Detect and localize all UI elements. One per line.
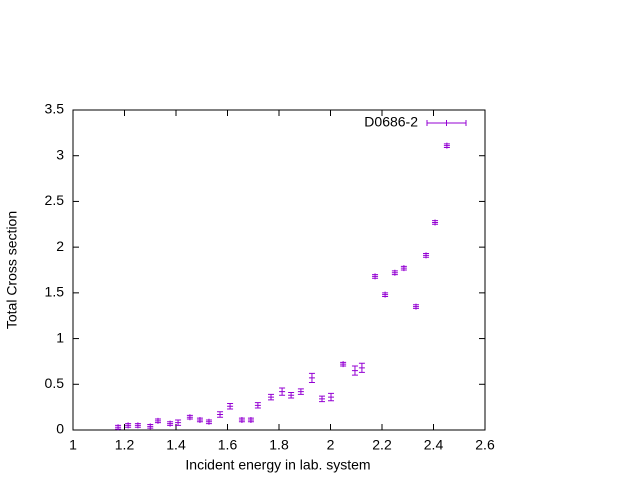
x-tick-label: 1.8 <box>269 437 289 453</box>
point-marker <box>288 392 295 399</box>
point-marker <box>186 414 193 421</box>
x-tick-label: 2.6 <box>475 437 495 453</box>
data-point <box>340 361 347 368</box>
point-marker <box>340 361 347 368</box>
x-tick-label: 1.2 <box>115 437 135 453</box>
point-marker <box>432 219 439 226</box>
data-point <box>167 420 174 427</box>
x-tick-label: 1.4 <box>166 437 186 453</box>
x-tick-label: 2 <box>327 437 335 453</box>
legend-label: D0686-2 <box>364 114 418 130</box>
data-point <box>147 423 154 430</box>
point-marker <box>238 416 245 423</box>
point-marker <box>391 269 398 276</box>
point-marker <box>372 273 379 280</box>
point-marker <box>328 392 335 402</box>
x-tick-label: 2.2 <box>372 437 392 453</box>
y-tick-label: 0.5 <box>45 375 65 391</box>
point-marker <box>443 142 450 149</box>
point-marker <box>358 362 365 373</box>
data-point <box>247 416 254 423</box>
data-point <box>382 291 389 298</box>
data-point <box>328 392 335 402</box>
data-point <box>297 388 304 395</box>
data-point <box>268 393 275 401</box>
x-tick-label: 2.4 <box>424 437 444 453</box>
y-tick-label: 0 <box>56 421 64 437</box>
data-point <box>432 219 439 226</box>
point-marker <box>147 423 154 430</box>
x-tick-label: 1.6 <box>218 437 238 453</box>
point-marker <box>205 418 212 425</box>
y-tick-label: 3.5 <box>45 101 65 117</box>
plot-border <box>72 109 486 431</box>
point-marker <box>319 395 326 403</box>
data-point <box>372 273 379 280</box>
point-marker <box>268 393 275 401</box>
point-marker <box>125 422 132 429</box>
data-point <box>154 417 161 424</box>
data-point <box>423 252 430 259</box>
point-marker <box>382 291 389 298</box>
point-marker <box>196 416 203 423</box>
data-point <box>238 416 245 423</box>
y-tick-label: 2 <box>56 238 64 254</box>
data-point <box>391 269 398 276</box>
y-tick-label: 2.5 <box>45 192 65 208</box>
point-marker <box>308 372 315 383</box>
point-marker <box>167 420 174 427</box>
data-point <box>115 424 122 431</box>
point-marker <box>351 365 358 376</box>
data-point <box>351 365 358 376</box>
data-point <box>412 303 419 310</box>
point-marker <box>217 411 224 418</box>
data-point <box>254 402 261 409</box>
data-point <box>443 142 450 149</box>
data-point <box>125 422 132 429</box>
point-marker <box>115 424 122 431</box>
data-point <box>175 419 182 426</box>
point-marker <box>412 303 419 310</box>
point-marker <box>254 402 261 409</box>
y-tick-label: 3 <box>56 146 64 162</box>
data-point <box>358 362 365 373</box>
point-marker <box>175 419 182 426</box>
point-marker <box>247 416 254 423</box>
legend-symbol <box>426 120 467 126</box>
data-point <box>217 411 224 418</box>
y-tick-label: 1.5 <box>45 284 65 300</box>
point-marker <box>423 252 430 259</box>
point-marker <box>279 387 286 396</box>
point-marker <box>227 402 234 410</box>
data-point <box>134 422 141 429</box>
point-marker <box>400 265 407 272</box>
y-axis-label: Total Cross section <box>4 211 20 329</box>
x-axis-label: Incident energy in lab. system <box>185 457 370 473</box>
y-tick-label: 1 <box>56 329 64 345</box>
data-point <box>308 372 315 383</box>
x-tick-label: 1 <box>69 437 77 453</box>
data-point <box>186 414 193 421</box>
data-point <box>196 416 203 423</box>
point-marker <box>297 388 304 395</box>
data-point <box>319 395 326 403</box>
data-point <box>400 265 407 272</box>
point-marker <box>134 422 141 429</box>
point-marker <box>154 417 161 424</box>
data-point <box>288 392 295 399</box>
data-point <box>227 402 234 410</box>
data-point <box>205 418 212 425</box>
data-point <box>279 387 286 396</box>
